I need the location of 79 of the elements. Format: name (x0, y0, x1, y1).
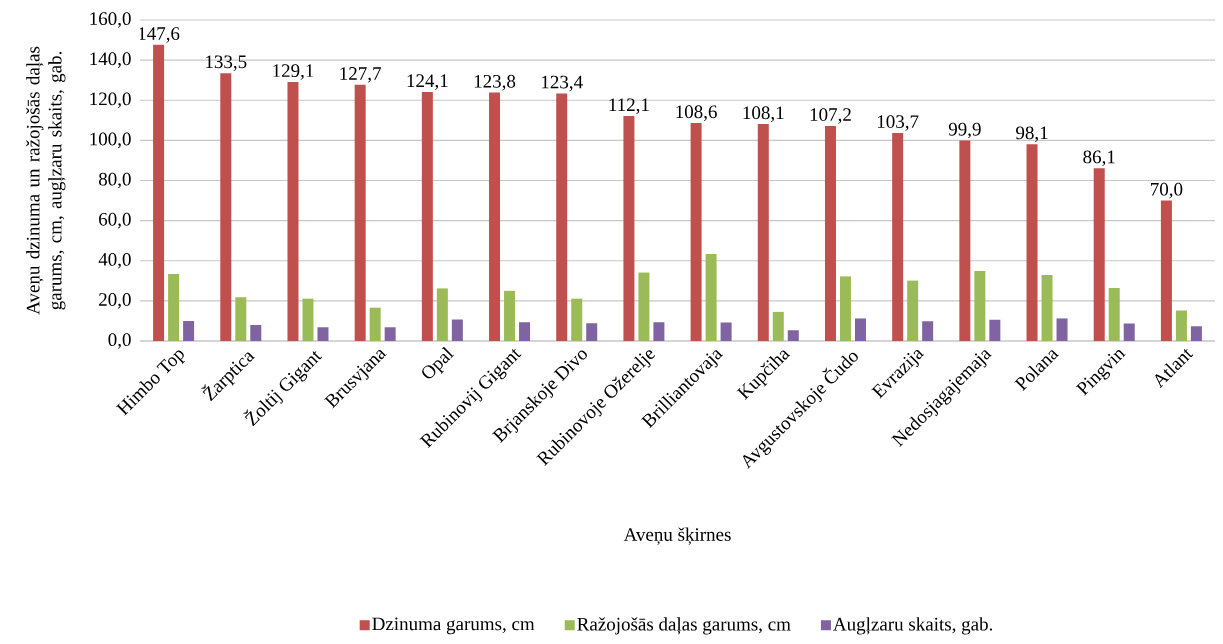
bar (974, 270, 986, 341)
bar (451, 319, 463, 341)
y-tick-label: 80,0 (98, 172, 131, 189)
bar (1160, 200, 1172, 341)
y-tick-label: 120,0 (90, 92, 131, 109)
bar (235, 297, 247, 341)
bar (317, 327, 329, 341)
legend-label: Dzinuma garums, cm (372, 617, 535, 635)
x-tick-label: Opal (422, 346, 455, 379)
y-tick-label: 60,0 (99, 212, 131, 229)
data-label: 107,2 (810, 108, 851, 124)
bar (839, 276, 851, 341)
legend-label: Augļzaru skaits, gab. (833, 617, 993, 635)
bar (168, 273, 180, 341)
legend-label: Ražojošās daļas garums, cm (577, 617, 791, 635)
bar (384, 327, 396, 341)
bar (922, 321, 934, 341)
bar (354, 84, 366, 341)
data-label: 127,7 (340, 67, 381, 83)
bar (720, 322, 732, 341)
x-axis-title: Aveņu šķirnes (623, 527, 731, 545)
data-label: 112,1 (609, 98, 649, 114)
bar (287, 81, 299, 341)
bar (369, 307, 381, 341)
bar (653, 322, 665, 341)
y-tick-label: 20,0 (99, 293, 131, 309)
data-label: 129,1 (273, 64, 314, 80)
bar (1093, 168, 1105, 341)
y-tick-label: 160,0 (90, 12, 131, 28)
bar (1123, 323, 1135, 341)
bar (989, 319, 1001, 341)
bar (824, 125, 836, 341)
bar (892, 132, 904, 341)
bar (1041, 274, 1053, 341)
bar (250, 324, 262, 341)
bar (705, 253, 717, 341)
bar (787, 330, 799, 341)
data-label: 123,4 (542, 75, 583, 92)
bar (421, 92, 433, 341)
bar (519, 322, 531, 341)
bar (571, 298, 583, 341)
data-label: 108,6 (676, 105, 717, 121)
bar (1175, 310, 1187, 341)
data-label: 86,1 (1083, 150, 1115, 167)
bar (436, 288, 448, 341)
bar (757, 124, 769, 341)
data-label: 103,7 (877, 115, 919, 131)
bar (772, 311, 784, 341)
bar (220, 73, 232, 341)
bar (1108, 288, 1120, 341)
bar (690, 123, 702, 341)
bar (504, 290, 516, 341)
data-label: 99,9 (948, 122, 981, 139)
bar (959, 140, 971, 341)
data-label: 70,0 (1151, 182, 1183, 199)
bar (854, 318, 866, 341)
bar (907, 280, 919, 341)
bar (556, 93, 568, 341)
bar (489, 92, 501, 341)
y-axis-title: Aveņu dzinuma un ražojošās daļas garums, cm, augļzaru skaits, gab. (26, 46, 66, 315)
bar (1190, 326, 1202, 341)
data-label: 108,1 (743, 106, 784, 122)
data-label: 124,1 (407, 74, 448, 90)
bar (1056, 318, 1068, 341)
bar (302, 298, 314, 341)
data-label: 123,8 (474, 74, 516, 91)
bar (586, 323, 598, 341)
bar (1026, 144, 1038, 341)
data-label: 147,6 (138, 27, 180, 43)
data-label: 133,5 (206, 55, 247, 71)
y-tick-label: 40,0 (98, 252, 131, 269)
bar (623, 116, 635, 341)
bar (183, 320, 195, 341)
y-tick-label: 140,0 (90, 52, 131, 68)
data-label: 98,1 (1016, 126, 1048, 142)
y-tick-label: 0,0 (108, 333, 131, 349)
bar (153, 44, 165, 341)
y-tick-label: 100,0 (90, 132, 131, 149)
bar (638, 272, 650, 341)
